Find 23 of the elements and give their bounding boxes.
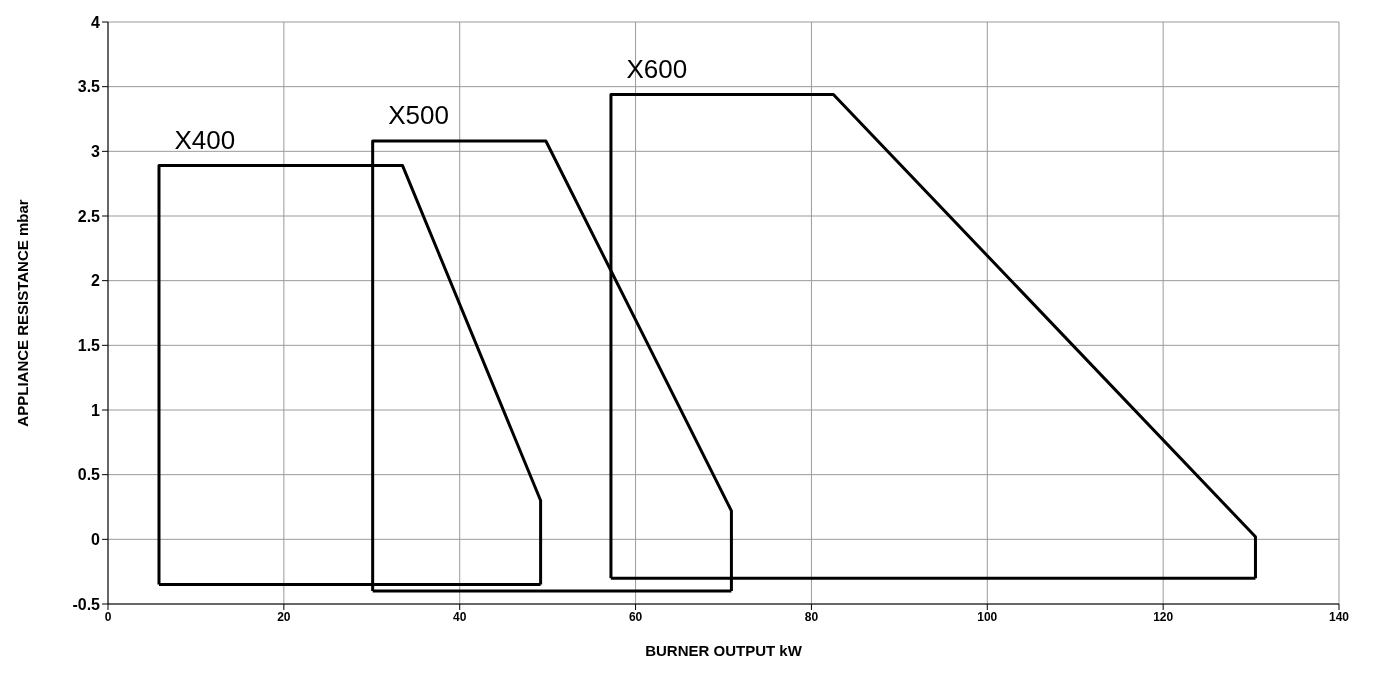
x-tick-label: 80	[804, 609, 819, 624]
x-tick-label: 60	[628, 609, 643, 624]
x-tick-label: 0	[104, 609, 112, 624]
y-tick-label: 0.5	[77, 466, 101, 484]
x-tick-label: 120	[1153, 609, 1174, 624]
y-tick-label: 2	[91, 272, 101, 290]
y-tick-label: 1	[91, 401, 101, 419]
x-tick-label: 140	[1328, 609, 1350, 624]
y-tick-label: -0.5	[72, 595, 101, 613]
y-tick-label: 2.5	[77, 207, 101, 225]
x-axis-title: BURNER OUTPUT kW	[645, 642, 803, 659]
y-tick-label: 0	[91, 531, 101, 549]
series-label: X400	[174, 125, 236, 156]
x-tick-label: 20	[277, 609, 291, 624]
y-axis-title: APPLIANCE RESISTANCE mbar	[14, 199, 32, 427]
y-tick-label: 4	[91, 13, 101, 31]
x-tick-label: 40	[453, 609, 467, 624]
x-tick-label: 100	[977, 609, 998, 624]
y-tick-label: 1.5	[77, 337, 101, 355]
y-tick-label: 3	[91, 143, 101, 161]
y-tick-label: 3.5	[77, 78, 101, 96]
series-label: X500	[388, 100, 449, 131]
series-label: X600	[626, 53, 688, 84]
